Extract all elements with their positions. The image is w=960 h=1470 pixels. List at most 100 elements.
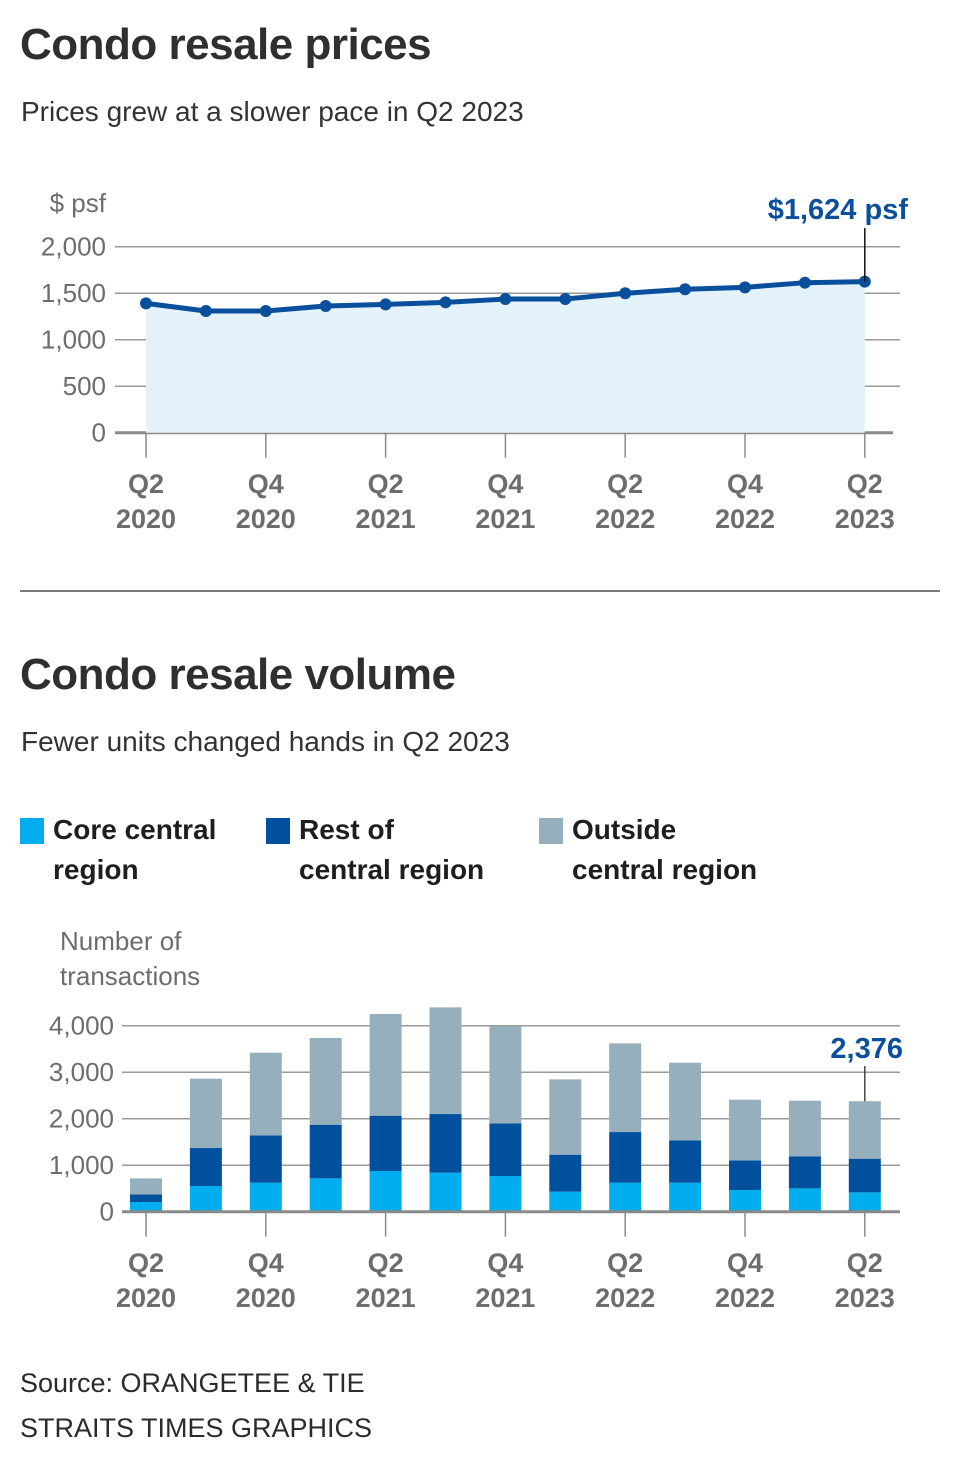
volume-bar-segment-core-central xyxy=(429,1172,462,1212)
volume-x-tick-label-year: 2022 xyxy=(595,1283,655,1313)
volume-x-tick-label-quarter: Q4 xyxy=(727,1248,763,1278)
volume-chart-title: Condo resale volume xyxy=(20,650,456,699)
volume-bar-segment-rest-of-central xyxy=(429,1114,462,1173)
volume-bar-segment-outside-central xyxy=(429,1007,462,1115)
volume-bar-segment-outside-central xyxy=(309,1038,342,1125)
volume-y-tick-label: 2,000 xyxy=(49,1104,114,1134)
volume-x-tick-label-quarter: Q2 xyxy=(368,1248,404,1278)
volume-bars-layer xyxy=(130,1007,881,1212)
volume-bar-segment-outside-central xyxy=(609,1043,642,1133)
legend-label-rest-of-central-line2: central region xyxy=(299,854,485,885)
volume-bar-segment-rest-of-central xyxy=(848,1158,881,1193)
volume-bar-segment-core-central xyxy=(189,1186,222,1212)
legend-item-outside-central: Outside central region xyxy=(539,814,812,890)
volume-bar-segment-core-central xyxy=(369,1171,402,1212)
price-area-fill xyxy=(146,281,865,433)
price-line-layer xyxy=(140,275,871,317)
volume-bar-segment-core-central xyxy=(729,1190,761,1212)
volume-bar-segment-outside-central xyxy=(549,1079,582,1155)
price-x-tick-label-year: 2020 xyxy=(116,504,176,534)
price-data-point xyxy=(319,300,332,313)
price-area-layer xyxy=(146,281,865,433)
price-x-tick-label-quarter: Q4 xyxy=(727,469,763,499)
price-y-tick-labels: 0 500 1,000 1,500 2,000 xyxy=(41,232,106,448)
volume-x-tick-label-quarter: Q2 xyxy=(847,1248,883,1278)
price-x-tick-label-year: 2022 xyxy=(595,504,655,534)
volume-y-axis-unit-line2: transactions xyxy=(60,961,200,991)
volume-bar-segment-rest-of-central xyxy=(249,1135,282,1183)
volume-annotation-label: 2,376 xyxy=(830,1033,903,1065)
volume-bar-segment-outside-central xyxy=(669,1062,702,1141)
volume-bar-segment-core-central xyxy=(669,1182,702,1212)
price-data-point xyxy=(619,287,632,300)
price-x-tick-label-quarter: Q2 xyxy=(128,469,164,499)
price-y-tick-label: 1,500 xyxy=(41,278,106,308)
price-y-tick-label: 1,000 xyxy=(41,325,106,355)
legend-item-core-central: Core central region xyxy=(20,814,293,890)
price-annotation: $1,624 psf xyxy=(768,194,908,282)
price-data-point xyxy=(559,293,572,306)
price-y-tick-label: 500 xyxy=(63,371,106,401)
price-x-ticks: Q2 2020 Q4 2020 Q2 2021 Q4 2021 Q2 2022 Q4 2022 Q2 20… xyxy=(116,432,895,534)
volume-x-tick-label-year: 2021 xyxy=(475,1283,535,1313)
volume-bar-segment-outside-central xyxy=(489,1026,522,1124)
price-chart-title: Condo resale prices xyxy=(20,20,432,69)
price-x-tick-label-quarter: Q4 xyxy=(487,469,523,499)
volume-bar-segment-outside-central xyxy=(788,1100,821,1157)
volume-x-tick-label-year: 2020 xyxy=(116,1283,176,1313)
legend-label-core-central-line2: region xyxy=(53,854,139,885)
price-data-point xyxy=(259,304,272,317)
volume-y-tick-label: 3,000 xyxy=(49,1057,114,1087)
price-data-point xyxy=(199,304,212,317)
price-x-tick-label-quarter: Q2 xyxy=(368,469,404,499)
legend-label-rest-of-central-line1: Rest of xyxy=(299,814,394,845)
volume-x-tick-label-year: 2020 xyxy=(236,1283,296,1313)
volume-bar-segment-core-central xyxy=(549,1191,582,1212)
volume-x-ticks: Q2 2020 Q4 2020 Q2 2021 Q4 2021 Q2 2022 Q4 2022 Q2 20… xyxy=(116,1210,900,1313)
volume-bar-segment-outside-central xyxy=(729,1099,761,1161)
price-data-point xyxy=(379,298,392,311)
price-y-tick-label: 0 xyxy=(92,418,106,448)
volume-legend: Core central region Rest of central regi… xyxy=(0,814,960,894)
volume-y-tick-label: 0 xyxy=(100,1197,114,1227)
volume-x-tick-label-quarter: Q4 xyxy=(487,1248,523,1278)
volume-bar-segment-core-central xyxy=(848,1192,881,1212)
volume-y-tick-label: 1,000 xyxy=(49,1150,114,1180)
volume-bar-segment-outside-central xyxy=(189,1078,222,1149)
price-data-point xyxy=(499,293,512,306)
volume-bar-segment-rest-of-central xyxy=(609,1132,642,1183)
price-data-point xyxy=(679,283,692,296)
volume-y-axis-unit-line1: Number of xyxy=(60,926,182,956)
volume-x-tick-label-year: 2023 xyxy=(835,1283,895,1313)
price-data-point xyxy=(439,296,452,309)
volume-y-tick-labels: 0 1,000 2,000 3,000 4,000 xyxy=(49,1011,114,1227)
price-x-tick-label-year: 2021 xyxy=(475,504,535,534)
price-data-point xyxy=(140,297,152,310)
price-x-tick-label-year: 2022 xyxy=(715,504,775,534)
graphics-credit: STRAITS TIMES GRAPHICS xyxy=(20,1413,373,1443)
volume-bar-segment-outside-central xyxy=(848,1101,881,1159)
volume-bar-segment-rest-of-central xyxy=(130,1194,162,1203)
legend-item-rest-of-central: Rest of central region xyxy=(266,814,539,890)
section-divider xyxy=(20,590,940,592)
legend-swatch-core-central xyxy=(20,818,44,844)
volume-x-tick-label-year: 2022 xyxy=(715,1283,775,1313)
volume-bar-segment-core-central xyxy=(489,1176,522,1212)
price-x-tick-label-year: 2020 xyxy=(236,504,296,534)
volume-bar-segment-core-central xyxy=(309,1178,342,1212)
volume-bar-segment-rest-of-central xyxy=(549,1154,582,1192)
volume-bar-segment-rest-of-central xyxy=(729,1160,761,1191)
volume-bar-segment-rest-of-central xyxy=(369,1115,402,1172)
volume-x-tick-label-quarter: Q2 xyxy=(128,1248,164,1278)
price-x-tick-label-quarter: Q2 xyxy=(607,469,643,499)
price-x-tick-label-quarter: Q4 xyxy=(248,469,284,499)
legend-label-outside-central-line2: central region xyxy=(572,854,758,885)
volume-bar-segment-rest-of-central xyxy=(189,1148,222,1187)
price-data-point xyxy=(798,276,811,289)
volume-bar-segment-core-central xyxy=(249,1182,282,1212)
volume-y-tick-label: 4,000 xyxy=(49,1011,114,1041)
volume-bar-segment-outside-central xyxy=(130,1178,162,1195)
legend-label-outside-central-line1: Outside xyxy=(572,814,677,845)
price-x-tick-label-year: 2021 xyxy=(356,504,416,534)
